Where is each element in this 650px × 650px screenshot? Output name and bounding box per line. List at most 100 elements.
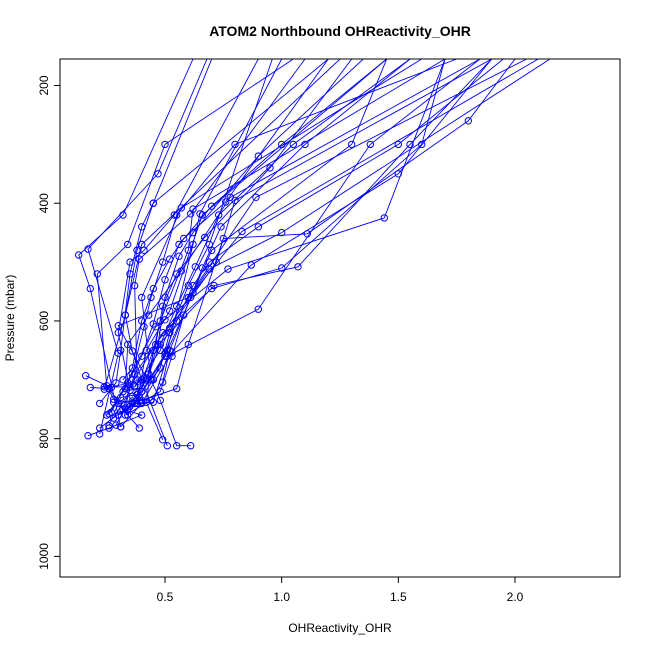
x-tick-label: 2.0 (507, 590, 524, 604)
series-group (75, 59, 551, 450)
data-point (128, 370, 137, 378)
series-28 (105, 59, 457, 418)
data-point (135, 255, 144, 263)
data-point (86, 284, 95, 293)
data-point (294, 263, 302, 271)
series-line (104, 59, 492, 388)
data-point (82, 372, 90, 380)
data-point (138, 293, 146, 302)
data-point (189, 240, 197, 249)
series-line (87, 59, 551, 437)
data-point (173, 384, 181, 393)
data-point (93, 270, 102, 278)
data-point (394, 140, 402, 149)
data-point (124, 379, 132, 387)
series-2 (84, 59, 208, 438)
y-tick-label: 1000 (37, 543, 51, 570)
y-tick-label: 800 (37, 428, 51, 448)
data-point (100, 383, 109, 391)
data-point (131, 399, 139, 408)
series-line (113, 59, 259, 419)
plot-area (59, 58, 621, 578)
data-point (289, 140, 297, 149)
series-line (122, 59, 329, 381)
data-point (156, 396, 165, 405)
data-point (208, 202, 216, 210)
series-32 (124, 59, 387, 387)
data-point (303, 230, 311, 238)
data-point (84, 432, 92, 440)
data-point (96, 430, 104, 438)
series-line (113, 59, 283, 403)
data-point (301, 140, 309, 149)
series-line (87, 59, 208, 435)
data-point (117, 346, 125, 355)
data-point (175, 240, 183, 249)
series-line (85, 59, 527, 388)
data-point (105, 422, 113, 430)
data-point (173, 270, 181, 278)
data-point (96, 424, 104, 432)
data-point (105, 410, 113, 418)
series-line (141, 59, 411, 403)
x-tick-label: 1.5 (390, 590, 407, 604)
x-tick-label: 1.0 (273, 590, 290, 604)
data-point (254, 305, 262, 313)
data-point (180, 234, 188, 243)
x-axis: 0.5 1.0 1.5 2.0 (157, 576, 524, 604)
data-point (166, 307, 174, 315)
data-point (124, 405, 132, 413)
data-point (96, 399, 104, 408)
data-point (112, 379, 120, 387)
data-point (231, 196, 239, 205)
series-line (103, 59, 213, 390)
data-point (366, 140, 374, 149)
data-point (187, 210, 195, 218)
data-point (173, 317, 181, 325)
data-point (112, 421, 120, 429)
data-point (131, 281, 139, 290)
data-point (278, 140, 286, 149)
data-point (205, 240, 214, 249)
data-point (394, 170, 402, 178)
y-tick-label: 200 (37, 75, 51, 95)
data-point (149, 376, 158, 384)
data-point (231, 140, 239, 149)
data-point (161, 140, 169, 149)
data-point (124, 240, 132, 249)
series-33 (133, 59, 504, 408)
data-point (175, 252, 183, 260)
data-point (117, 423, 125, 431)
data-point (154, 340, 162, 349)
data-point (201, 233, 209, 242)
data-point (173, 442, 181, 450)
data-point (124, 340, 132, 349)
series-line (129, 59, 306, 407)
data-point (254, 152, 262, 160)
data-point (75, 251, 83, 259)
data-point (149, 398, 158, 406)
data-point (138, 352, 146, 360)
data-point (152, 340, 160, 349)
data-point (138, 398, 146, 406)
series-line (99, 59, 329, 404)
x-axis-label: OHReactivity_OHR (288, 621, 392, 635)
data-point (252, 193, 260, 202)
data-point (161, 349, 169, 357)
data-point (189, 205, 197, 213)
data-point (135, 424, 144, 432)
data-point (149, 284, 158, 293)
series-line (127, 59, 387, 384)
data-point (145, 370, 153, 378)
series-24 (96, 59, 329, 408)
data-point (215, 211, 223, 219)
data-point (114, 329, 123, 337)
data-point (163, 442, 172, 450)
data-point (126, 270, 134, 278)
data-point (380, 214, 388, 222)
data-point (205, 265, 214, 273)
y-tick-label: 400 (37, 193, 51, 213)
data-point (140, 246, 148, 255)
series-line (136, 59, 504, 404)
data-point (119, 387, 127, 396)
